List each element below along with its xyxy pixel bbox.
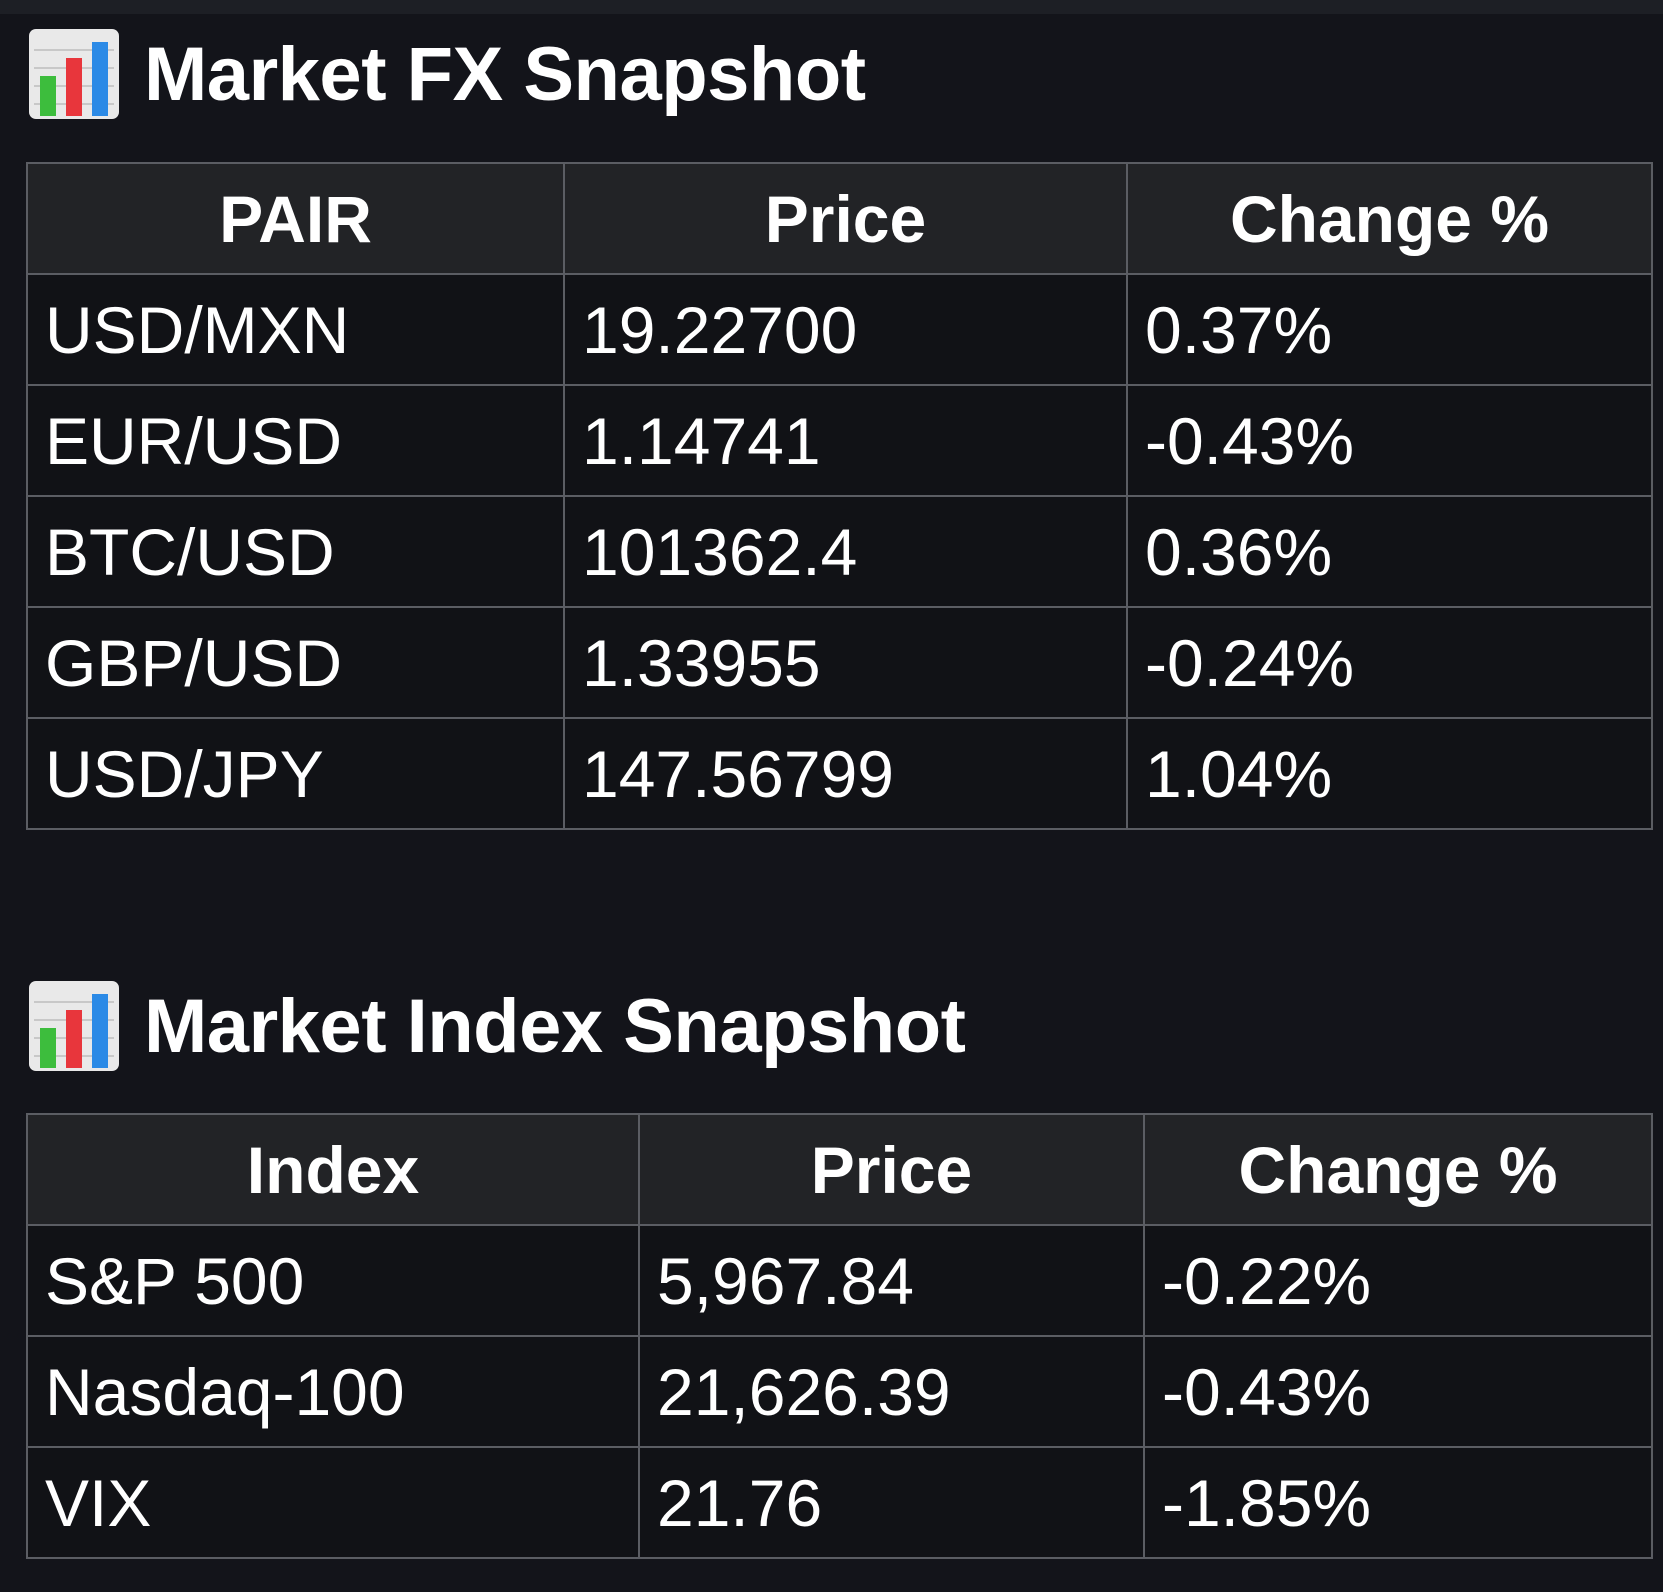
index-change-cell: -1.85% (1143, 1446, 1653, 1559)
fx-pair-cell: USD/MXN (26, 273, 565, 386)
index-col-name: Index (26, 1113, 640, 1226)
table-row: EUR/USD 1.14741 -0.43% (26, 384, 1653, 497)
fx-title-text: Market FX Snapshot (144, 31, 866, 117)
table-row: GBP/USD 1.33955 -0.24% (26, 606, 1653, 719)
fx-pair-cell: USD/JPY (26, 717, 565, 830)
table-row: USD/MXN 19.22700 0.37% (26, 273, 1653, 386)
table-row: Nasdaq-100 21,626.39 -0.43% (26, 1335, 1653, 1448)
fx-pair-cell: EUR/USD (26, 384, 565, 497)
fx-price-cell: 147.56799 (563, 717, 1128, 830)
fx-price-cell: 1.33955 (563, 606, 1128, 719)
fx-header-row: PAIR Price Change % (26, 162, 1653, 275)
index-change-cell: -0.43% (1143, 1335, 1653, 1448)
index-section-title: Market Index Snapshot (28, 978, 966, 1074)
fx-section-title: Market FX Snapshot (28, 26, 866, 122)
fx-col-change: Change % (1126, 162, 1653, 275)
index-price-cell: 21,626.39 (638, 1335, 1145, 1448)
index-table: Index Price Change % S&P 500 5,967.84 -0… (26, 1113, 1653, 1559)
fx-col-price: Price (563, 162, 1128, 275)
index-name-cell: VIX (26, 1446, 640, 1559)
table-row: S&P 500 5,967.84 -0.22% (26, 1224, 1653, 1337)
top-bar (0, 0, 1663, 14)
fx-price-cell: 1.14741 (563, 384, 1128, 497)
fx-price-cell: 19.22700 (563, 273, 1128, 386)
index-col-change: Change % (1143, 1113, 1653, 1226)
index-title-text: Market Index Snapshot (144, 983, 966, 1069)
index-price-cell: 21.76 (638, 1446, 1145, 1559)
fx-change-cell: -0.43% (1126, 384, 1653, 497)
bar-chart-icon (29, 981, 119, 1071)
fx-pair-cell: GBP/USD (26, 606, 565, 719)
table-row: BTC/USD 101362.4 0.36% (26, 495, 1653, 608)
index-price-cell: 5,967.84 (638, 1224, 1145, 1337)
fx-pair-cell: BTC/USD (26, 495, 565, 608)
fx-table: PAIR Price Change % USD/MXN 19.22700 0.3… (26, 162, 1653, 830)
fx-change-cell: 0.37% (1126, 273, 1653, 386)
index-col-price: Price (638, 1113, 1145, 1226)
fx-change-cell: 0.36% (1126, 495, 1653, 608)
fx-col-pair: PAIR (26, 162, 565, 275)
index-name-cell: Nasdaq-100 (26, 1335, 640, 1448)
fx-price-cell: 101362.4 (563, 495, 1128, 608)
fx-change-cell: -0.24% (1126, 606, 1653, 719)
table-row: USD/JPY 147.56799 1.04% (26, 717, 1653, 830)
index-name-cell: S&P 500 (26, 1224, 640, 1337)
fx-change-cell: 1.04% (1126, 717, 1653, 830)
table-row: VIX 21.76 -1.85% (26, 1446, 1653, 1559)
index-header-row: Index Price Change % (26, 1113, 1653, 1226)
bar-chart-icon (29, 29, 119, 119)
index-change-cell: -0.22% (1143, 1224, 1653, 1337)
